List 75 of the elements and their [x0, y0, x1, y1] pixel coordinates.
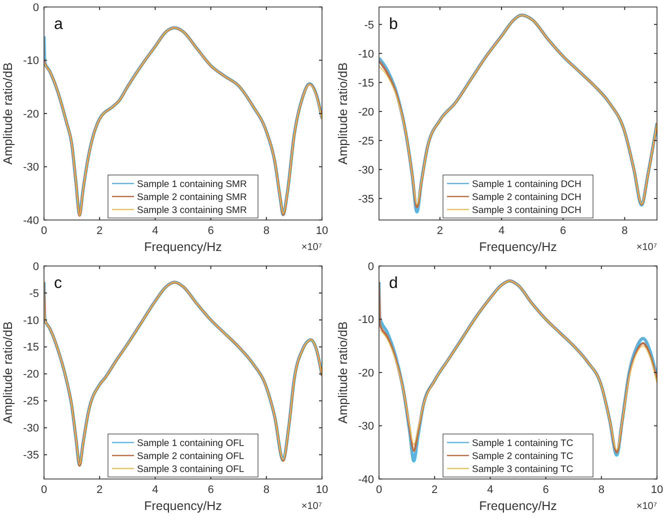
x-tick-label: 8 — [622, 225, 628, 237]
x-tick-label: 2 — [96, 225, 103, 237]
x-tick-label: 4 — [487, 484, 494, 496]
y-axis-title: Amplitude ratio/dB — [336, 62, 350, 165]
x-tick-label: 0 — [376, 484, 382, 496]
x-axis-title: Frequency/Hz — [479, 499, 557, 513]
y-axis-title: Amplitude ratio/dB — [336, 321, 350, 424]
legend-label: Sample 3 containing DCH — [472, 204, 582, 216]
y-tick-label: -20 — [23, 368, 39, 381]
x-tick-label: 6 — [208, 484, 214, 496]
x-tick-label: 6 — [542, 484, 549, 496]
legend-label: Sample 3 containing TC — [472, 464, 574, 475]
x-tick-label: 4 — [152, 225, 158, 237]
x-tick-label: 6 — [208, 225, 214, 237]
x-tick-label: 4 — [498, 225, 505, 237]
x-tick-label: 6 — [560, 225, 566, 237]
text: ×10⁷ — [636, 242, 658, 253]
y-tick-label: -10 — [23, 314, 39, 327]
y-tick-label: -35 — [358, 193, 374, 206]
y-tick-label: 0 — [32, 260, 39, 273]
y-tick-label: -20 — [358, 106, 374, 118]
legend-label: Sample 2 containing DCH — [472, 192, 582, 203]
y-axis-title: Amplitude ratio/dB — [1, 62, 15, 165]
y-tick-label: -20 — [23, 108, 39, 120]
x-tick-label: 4 — [152, 484, 158, 496]
legend-label: Sample 1 containing TC — [472, 438, 574, 449]
x-tick-label: 8 — [263, 225, 270, 237]
y-axis-title: Amplitude ratio/dB — [1, 321, 15, 424]
legend-label: Sample 3 containing OFL — [137, 464, 244, 475]
annotation: b — [389, 16, 398, 33]
y-tick-label: 0 — [368, 260, 374, 273]
y-tick-label: -30 — [23, 162, 39, 174]
text: ×10⁷ — [636, 501, 658, 512]
legend-label: Sample 2 containing TC — [472, 450, 574, 462]
annotation: c — [54, 275, 62, 292]
x-tick-label: 10 — [316, 484, 328, 496]
legend-label: Sample 1 containing SMR — [137, 178, 247, 190]
y-tick-label: -15 — [358, 77, 374, 90]
x-axis-title: Frequency/Hz — [144, 499, 222, 513]
y-tick-label: -25 — [358, 135, 374, 148]
annotation: a — [54, 16, 63, 33]
y-tick-label: -5 — [29, 288, 39, 300]
legend-label: Sample 3 containing SMR — [137, 204, 247, 216]
y-tick-label: -40 — [23, 214, 39, 227]
x-tick-label: 2 — [96, 484, 103, 496]
x-axis-title: Frequency/Hz — [479, 240, 557, 254]
y-tick-label: -10 — [358, 314, 374, 326]
x-tick-label: 0 — [40, 484, 48, 496]
y-tick-label: 0 — [32, 2, 39, 14]
y-tick-label: -30 — [23, 422, 39, 435]
y-tick-label: -10 — [23, 55, 39, 68]
y-tick-label: -25 — [23, 396, 39, 408]
x-tick-label: 10 — [650, 484, 664, 496]
x-tick-label: 10 — [316, 225, 328, 237]
x-tick-label: 8 — [598, 484, 604, 496]
legend-label: Sample 2 containing OFL — [137, 450, 244, 462]
legend-label: Sample 1 containing DCH — [472, 178, 582, 190]
y-tick-label: -40 — [358, 474, 374, 486]
x-axis-title: Frequency/Hz — [144, 240, 222, 254]
y-tick-label: -15 — [23, 342, 39, 354]
annotation: d — [389, 275, 398, 292]
x-tick-label: 2 — [436, 225, 444, 237]
text: ×10⁷ — [301, 501, 322, 512]
y-tick-label: -5 — [364, 19, 374, 32]
x-tick-label: 2 — [432, 484, 438, 496]
x-tick-label: 0 — [40, 225, 48, 237]
x-tick-label: 8 — [263, 484, 270, 496]
text: ×10⁷ — [301, 242, 322, 253]
legend-label: Sample 1 containing OFL — [137, 438, 244, 449]
y-tick-label: -10 — [358, 48, 374, 60]
y-tick-label: -35 — [23, 450, 39, 462]
y-tick-label: -30 — [358, 164, 374, 176]
legend-label: Sample 2 containing SMR — [137, 192, 247, 203]
y-tick-label: -30 — [358, 420, 374, 433]
y-tick-label: -20 — [358, 367, 374, 380]
